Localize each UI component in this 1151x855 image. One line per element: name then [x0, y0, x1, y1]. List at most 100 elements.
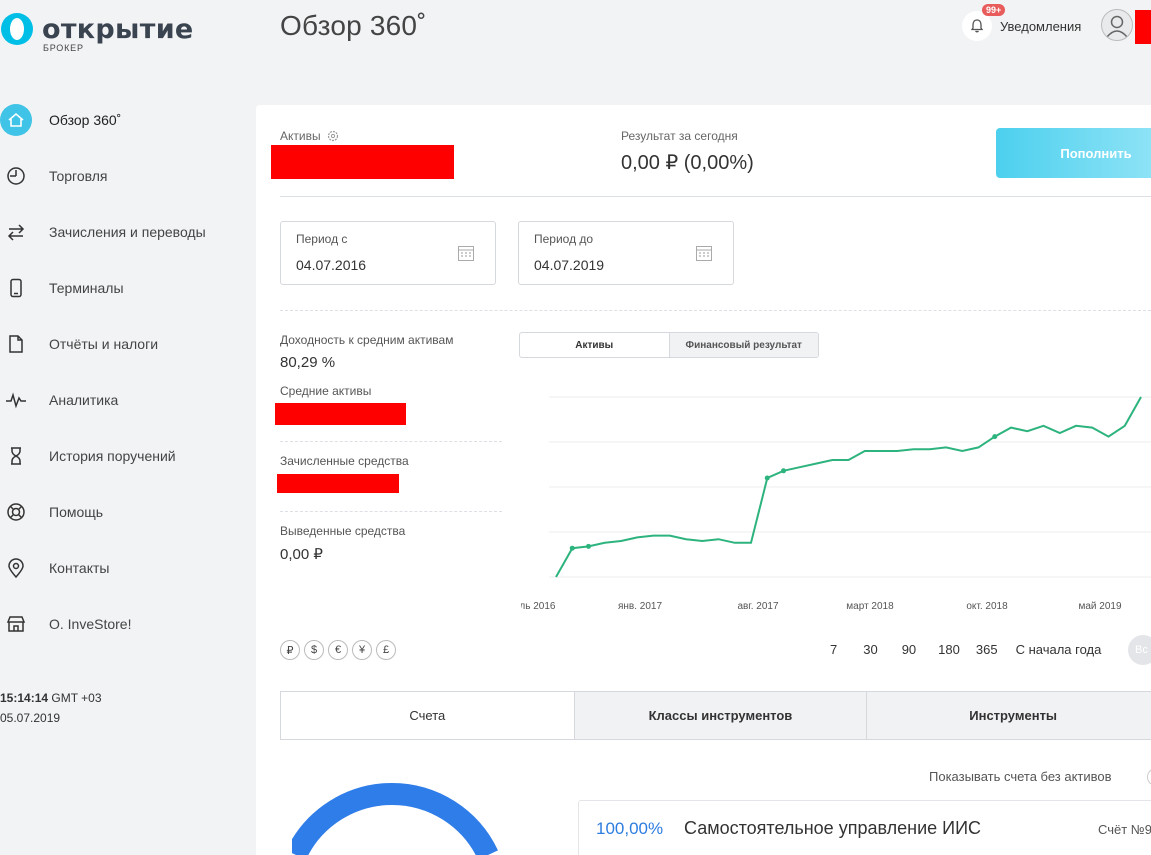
sidebar-item-overview[interactable]: Обзор 360˚	[0, 92, 250, 148]
sidebar-item-terminals[interactable]: Терминалы	[0, 260, 250, 316]
sidebar-item-label: Контакты	[49, 560, 110, 576]
assets-label: Активы	[280, 129, 321, 143]
sidebar-item-contacts[interactable]: Контакты	[0, 540, 250, 596]
sidebar-item-investore[interactable]: О. InveStore!	[0, 596, 250, 652]
breakdown-tabs: Счета Классы инструментов Инструменты	[280, 691, 1151, 740]
chart-mode-assets[interactable]: Активы	[575, 339, 614, 351]
currency-rub-button[interactable]: ₽	[280, 640, 300, 660]
settings-icon[interactable]	[327, 130, 339, 142]
show-empty-accounts-label: Показывать счета без активов	[929, 769, 1112, 784]
sidebar-item-label: Терминалы	[49, 280, 124, 296]
chart-data-point	[764, 475, 770, 481]
brand-logo[interactable]: открытие БРОКЕР	[0, 8, 200, 58]
divider	[280, 441, 502, 442]
page-title: Обзор 360˚	[280, 10, 427, 41]
yield-value: 80,29 %	[280, 354, 336, 371]
chart-x-tick-label: янв. 2017	[618, 601, 662, 612]
period-to-value: 04.07.2019	[534, 257, 605, 273]
sidebar-item-trading[interactable]: Торговля	[0, 148, 250, 204]
currency-gbp-button[interactable]: £	[376, 640, 396, 660]
notifications-button[interactable]: 99+ Уведомления	[962, 4, 1082, 42]
clock-tz: GMT +03	[48, 691, 102, 705]
sidebar-item-label: Торговля	[49, 168, 108, 184]
today-result-label: Результат за сегодня	[621, 129, 738, 143]
divider	[280, 310, 1151, 311]
period-365[interactable]: 365	[975, 642, 998, 657]
account-number: Счёт №9	[1098, 822, 1151, 837]
period-to-field[interactable]: Период до 04.07.2019	[518, 221, 734, 285]
yield-label: Доходность к средним активам	[280, 333, 454, 347]
server-clock: 15:14:14 GMT +03 05.07.2019	[0, 688, 102, 728]
clock-date: 05.07.2019	[0, 711, 61, 725]
document-icon	[0, 328, 32, 360]
divider	[280, 511, 502, 512]
phone-icon	[0, 272, 32, 304]
chart-series-line	[555, 396, 1142, 578]
chart-x-tick-label: март 2018	[846, 601, 894, 612]
notifications-label: Уведомления	[1000, 18, 1082, 34]
assets-header: Активы	[280, 129, 339, 143]
deposited-label: Зачисленные средства	[280, 454, 409, 468]
topup-button[interactable]: Пополнить	[996, 128, 1151, 178]
period-7[interactable]: 7	[830, 642, 838, 657]
sidebar-item-reports[interactable]: Отчёты и налоги	[0, 316, 250, 372]
brand-name: открытие	[42, 14, 194, 45]
user-avatar[interactable]	[1101, 9, 1133, 41]
avg-assets-label: Средние активы	[280, 384, 372, 398]
redacted-assets-value	[271, 145, 454, 179]
currency-usd-button[interactable]: $	[304, 640, 324, 660]
chart-data-point	[569, 545, 575, 551]
sidebar-item-transfers[interactable]: Зачисления и переводы	[0, 204, 250, 260]
account-row[interactable]: 100,00% Самостоятельное управление ИИС С…	[578, 800, 1151, 855]
period-180[interactable]: 180	[938, 642, 960, 657]
sidebar-item-help[interactable]: Помощь	[0, 484, 250, 540]
brand-sub: БРОКЕР	[43, 43, 84, 53]
redacted-avg-assets	[275, 403, 406, 425]
sidebar-item-label: О. InveStore!	[49, 616, 132, 632]
sidebar-item-label: Зачисления и переводы	[49, 224, 206, 240]
transfer-arrows-icon	[0, 216, 32, 248]
chart-data-point	[992, 434, 998, 440]
period-from-label: Период с	[296, 232, 348, 246]
bell-icon: 99+	[962, 4, 1006, 41]
currency-eur-button[interactable]: €	[328, 640, 348, 660]
accounts-donut-chart	[292, 782, 498, 855]
period-to-label: Период до	[534, 232, 594, 246]
period-ytd[interactable]: С начала года	[1015, 642, 1102, 657]
chart-x-tick-label: авг. 2017	[737, 601, 779, 612]
clock-time: 15:14:14	[0, 691, 49, 705]
chart-x-tick-label: май 2019	[1078, 601, 1121, 612]
sidebar-item-label: Отчёты и налоги	[49, 336, 159, 352]
account-share: 100,00%	[596, 819, 664, 838]
period-all-button[interactable]: Вс	[1128, 635, 1151, 665]
period-from-field[interactable]: Период с 04.07.2016	[280, 221, 496, 285]
calendar-icon[interactable]	[695, 244, 713, 262]
lifebuoy-icon	[0, 496, 32, 528]
currency-switcher: ₽ $ € ¥ £	[280, 640, 396, 660]
tab-accounts[interactable]: Счета	[281, 692, 574, 739]
tab-instrument-classes[interactable]: Классы инструментов	[573, 692, 867, 739]
account-name: Самостоятельное управление ИИС	[684, 818, 982, 838]
period-90[interactable]: 90	[901, 642, 917, 657]
store-icon	[0, 608, 32, 640]
period-30[interactable]: 30	[863, 642, 878, 657]
tab-instruments[interactable]: Инструменты	[866, 692, 1151, 739]
clock-icon	[0, 160, 32, 192]
sidebar-item-label: Обзор 360˚	[49, 112, 122, 128]
period-from-value: 04.07.2016	[296, 257, 367, 273]
period-quick-select: 7 30 90 180 365 С начала года	[826, 642, 1101, 657]
notifications-badge: 99+	[982, 4, 1006, 16]
chart-x-tick-label: окт. 2018	[966, 601, 1008, 612]
chart-data-point	[586, 543, 591, 549]
today-result-value: 0,00 ₽ (0,00%)	[621, 152, 754, 174]
pulse-icon	[0, 384, 32, 416]
calendar-icon[interactable]	[457, 244, 475, 262]
overview-card: Активы Результат за сегодня 0,00 ₽ (0,00…	[256, 105, 1151, 855]
sidebar-item-order-history[interactable]: История поручений	[0, 428, 250, 484]
sidebar-item-label: Аналитика	[49, 392, 119, 408]
show-empty-accounts-toggle[interactable]	[1147, 768, 1151, 786]
sidebar-item-analytics[interactable]: Аналитика	[0, 372, 250, 428]
chart-mode-financial[interactable]: Финансовый результат	[668, 333, 818, 357]
withdrawn-value: 0,00 ₽	[280, 546, 323, 563]
currency-cny-button[interactable]: ¥	[352, 640, 372, 660]
